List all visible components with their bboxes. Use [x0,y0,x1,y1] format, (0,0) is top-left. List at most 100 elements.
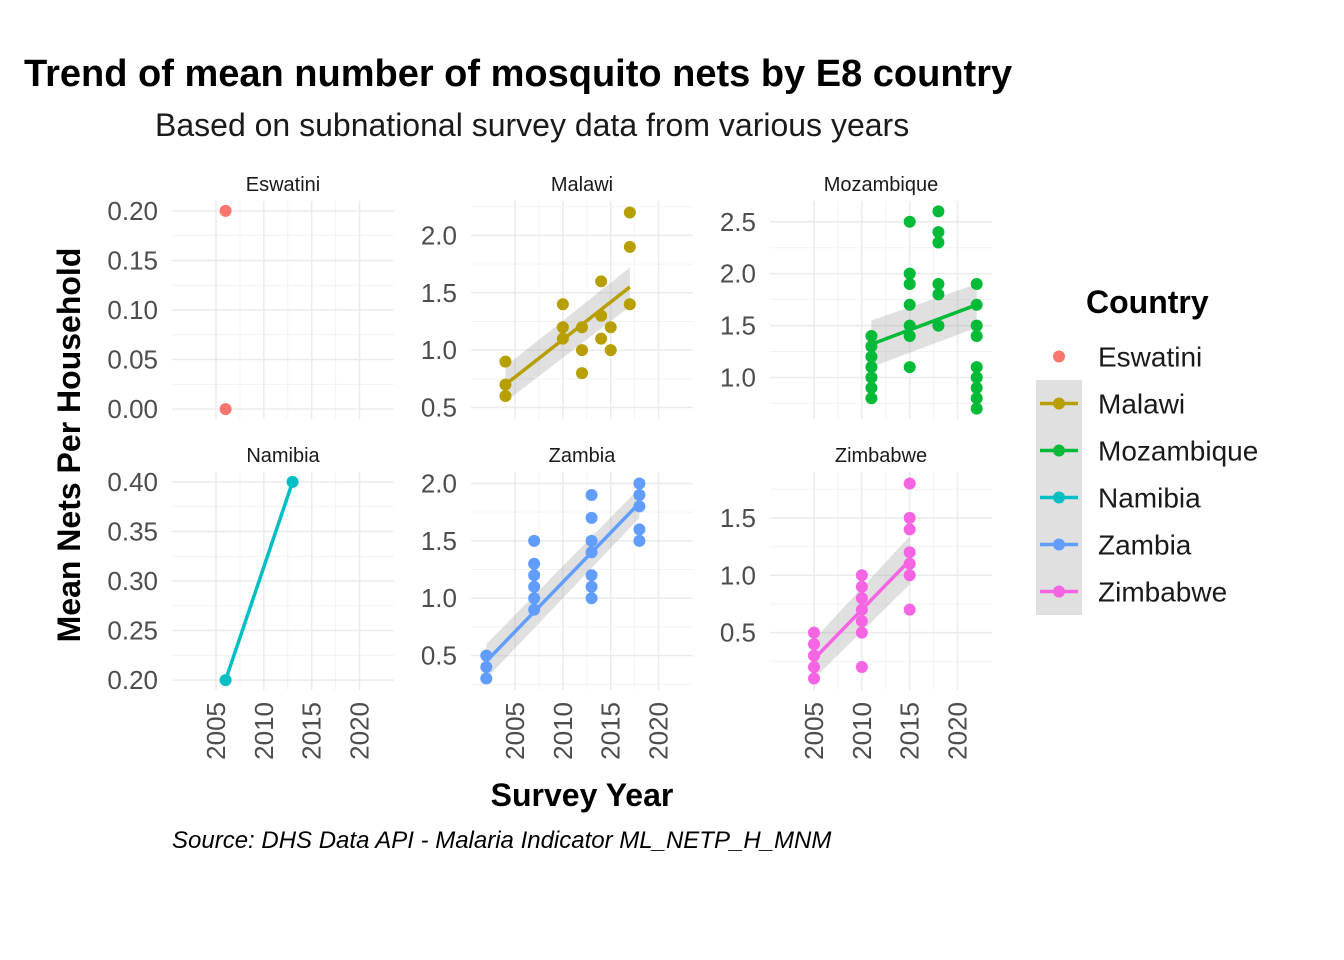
data-point-zimbabwe [855,603,868,616]
legend-key-point [1053,397,1065,410]
data-point-zimbabwe [808,672,821,685]
strip-label-zimbabwe: Zimbabwe [835,445,927,467]
trend-line-mozambique [870,303,978,346]
data-point-zimbabwe [903,603,916,616]
data-point-malawi [499,390,512,403]
data-point-zimbabwe [855,661,868,674]
legend-label-namibia: Namibia [1098,483,1201,514]
data-point-malawi [604,344,617,357]
facet-panels: Eswatini 0.00 0.05 0.10 0.15 0.20 Malawi 0.5 1.0… [107,174,992,760]
y-tick-label: 1.5 [421,526,457,556]
data-point-mozambique [932,278,945,291]
data-point-mozambique [970,329,983,342]
data-point-zimbabwe [903,569,916,582]
data-point-mozambique [903,267,916,280]
y-tick-label: 0.05 [107,345,158,375]
data-point-zambia [633,523,646,536]
data-point-zambia [528,569,541,582]
strip-label-malawi: Malawi [551,174,613,196]
y-tick-label: 0.15 [107,245,158,275]
facet-malawi: Malawi 0.5 1.0 1.5 2.0 [421,174,693,423]
data-point-mozambique [970,298,983,311]
data-point-malawi [499,378,512,391]
y-tick-label: 2.5 [720,207,756,237]
data-point-mozambique [970,278,983,291]
data-point-namibia [286,475,299,488]
data-point-zimbabwe [855,626,868,639]
data-point-zambia [585,569,598,582]
strip-label-eswatini: Eswatini [246,174,320,196]
legend-label-eswatini: Eswatini [1098,342,1202,373]
y-axis-title: Mean Nets Per Household [51,248,87,643]
legend-item-malawi: Malawi [1036,380,1185,427]
data-point-zimbabwe [808,661,821,674]
y-tick-label: 0.00 [107,394,158,424]
x-tick-label: 2015 [297,702,327,760]
data-point-zambia [480,672,493,685]
chart-title: Trend of mean number of mosquito nets by… [24,53,1012,95]
data-point-zambia [528,603,541,616]
x-tick-label: 2015 [895,702,925,760]
data-point-mozambique [865,392,878,405]
data-point-zambia [633,477,646,490]
data-point-mozambique [932,236,945,249]
y-tick-label: 1.0 [421,335,457,365]
legend-key-point [1053,491,1065,504]
data-point-malawi [595,309,608,322]
y-tick-label: 0.5 [720,618,756,648]
data-point-zimbabwe [903,523,916,536]
y-tick-label: 2.0 [720,259,756,289]
y-tick-label: 0.20 [107,196,158,226]
facet-mozambique: Mozambique 1.0 1.5 2.0 2.5 [720,174,992,419]
x-tick-label: 2010 [847,702,877,760]
y-tick-label: 1.0 [720,362,756,392]
data-point-mozambique [970,402,983,415]
legend-title: Country [1086,284,1209,320]
y-tick-label: 0.5 [421,641,457,671]
legend-label-mozambique: Mozambique [1098,436,1258,467]
data-point-malawi [623,206,636,219]
data-point-malawi [576,367,588,380]
data-point-malawi [576,344,588,357]
y-tick-label: 1.0 [421,583,457,613]
x-tick-label: 2005 [201,702,231,760]
data-point-mozambique [903,319,916,332]
x-tick-label: 2005 [500,702,530,760]
data-point-zambia [585,592,598,605]
legend-item-zimbabwe: Zimbabwe [1036,568,1227,615]
data-point-mozambique [970,381,983,394]
data-point-malawi [623,298,636,311]
data-point-eswatini [219,204,232,217]
data-point-zambia [585,534,598,547]
legend-key-point [1053,350,1065,363]
data-point-malawi [499,355,512,368]
data-point-malawi [604,321,617,334]
data-point-zimbabwe [903,511,916,524]
x-tick-label: 2010 [249,702,279,760]
data-point-zambia [528,557,541,570]
data-point-malawi [556,321,569,334]
x-tick-label: 2020 [943,702,973,760]
x-tick-label: 2005 [799,702,829,760]
data-point-mozambique [970,361,983,374]
data-point-malawi [556,298,569,311]
legend: Country Eswatini Malawi Mozambique Namibia Z… [1036,284,1258,615]
data-point-malawi [595,275,608,288]
data-point-mozambique [932,226,945,239]
legend-item-mozambique: Mozambique [1036,427,1258,474]
y-tick-label: 0.5 [421,393,457,423]
y-tick-label: 0.20 [107,665,158,695]
data-point-zambia [633,488,646,501]
data-point-malawi [556,332,569,345]
data-point-mozambique [932,288,945,301]
legend-item-zambia: Zambia [1036,521,1192,568]
data-point-zambia [585,580,598,593]
y-tick-label: 2.0 [421,220,457,250]
chart-subtitle: Based on subnational survey data from va… [155,107,909,143]
data-point-namibia [219,674,232,687]
legend-key-point [1053,444,1065,457]
legend-key-point [1053,585,1065,598]
y-tick-label: 2.0 [421,468,457,498]
data-point-zambia [585,511,598,524]
data-point-zimbabwe [808,638,821,651]
